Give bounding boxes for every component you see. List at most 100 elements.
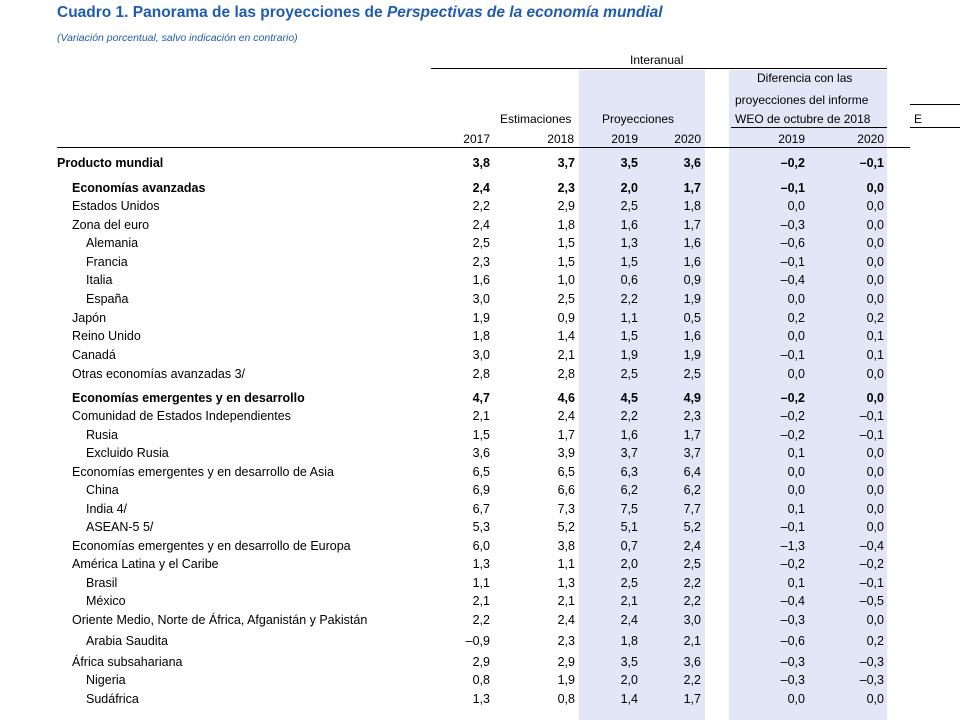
year-2019: 2019	[611, 132, 638, 146]
row-value: 0,0	[866, 181, 884, 195]
row-value: –0,5	[859, 594, 884, 608]
row-value: 2,2	[683, 576, 701, 590]
table-row: Economías emergentes y en desarrollo de …	[0, 463, 960, 481]
row-value: –0,1	[780, 520, 805, 534]
row-value: 0,0	[866, 520, 884, 534]
row-value: 0,0	[866, 273, 884, 287]
row-value: 0,7	[620, 539, 638, 553]
table-row: Comunidad de Estados Independientes 2,1 2,…	[0, 407, 960, 425]
row-value: 3,8	[557, 539, 575, 553]
row-value: 1,9	[557, 673, 575, 687]
row-value: 1,6	[472, 273, 490, 287]
row-value: –1,3	[780, 539, 805, 553]
row-value: 1,5	[557, 236, 575, 250]
row-value: –0,9	[465, 634, 490, 648]
row-value: 2,3	[472, 255, 490, 269]
table-subtitle: (Variación porcentual, salvo indicación …	[57, 32, 298, 44]
row-value: –0,2	[780, 156, 805, 170]
row-value: 1,9	[683, 348, 701, 362]
row-value: –0,2	[780, 409, 805, 423]
row-value: 2,1	[683, 634, 701, 648]
row-value: 2,8	[557, 367, 575, 381]
row-value: 3,7	[683, 446, 701, 460]
row-value: 6,5	[557, 465, 575, 479]
row-value: 1,5	[620, 255, 638, 269]
row-label: Economías emergentes y en desarrollo de …	[72, 539, 351, 553]
table-row: América Latina y el Caribe 1,3 1,1 2,0 2,5 –0…	[0, 555, 960, 573]
row-label: América Latina y el Caribe	[72, 557, 219, 571]
row-value: 2,3	[557, 181, 575, 195]
table-row: Estados Unidos 2,2 2,9 2,5 1,8 0,0 0,0	[0, 197, 960, 215]
row-value: 5,1	[620, 520, 638, 534]
table-row: Oriente Medio, Norte de África, Afganist…	[0, 611, 960, 629]
row-value: 0,0	[866, 292, 884, 306]
row-value: 3,5	[620, 156, 638, 170]
row-value: 2,2	[683, 673, 701, 687]
header-diferencia-line1: Diferencia con las	[757, 71, 853, 85]
table-row: Zona del euro 2,4 1,8 1,6 1,7 –0,3 0,0	[0, 216, 960, 234]
row-value: 0,0	[866, 613, 884, 627]
row-value: –0,1	[859, 409, 884, 423]
row-value: 6,0	[472, 539, 490, 553]
row-value: 5,3	[472, 520, 490, 534]
row-value: 2,5	[683, 557, 701, 571]
row-label: Oriente Medio, Norte de África, Afganist…	[72, 613, 368, 627]
row-value: 0,0	[787, 329, 805, 343]
row-label: Producto mundial	[57, 156, 164, 170]
row-value: 0,9	[557, 311, 575, 325]
difference-band	[729, 70, 887, 720]
row-label: Excluido Rusia	[86, 446, 169, 460]
row-value: 1,6	[683, 236, 701, 250]
row-value: 2,9	[472, 655, 490, 669]
row-value: 1,4	[620, 692, 638, 706]
row-value: 0,0	[866, 236, 884, 250]
row-value: 1,9	[683, 292, 701, 306]
row-value: 1,5	[472, 428, 490, 442]
row-value: 1,8	[683, 199, 701, 213]
row-value: 0,0	[866, 391, 884, 405]
table-row: México 2,1 2,1 2,1 2,2 –0,4 –0,5	[0, 592, 960, 610]
row-value: 2,4	[557, 613, 575, 627]
row-label: Nigeria	[86, 673, 126, 687]
table-row: Excluido Rusia 3,6 3,9 3,7 3,7 0,1 0,0	[0, 444, 960, 462]
row-label: Zona del euro	[72, 218, 150, 232]
header-estimaciones: Estimaciones	[500, 112, 572, 126]
table-row: Reino Unido 1,8 1,4 1,5 1,6 0,0 0,1	[0, 327, 960, 345]
row-value: 0,5	[683, 311, 701, 325]
row-label: África subsahariana	[72, 655, 183, 669]
year-2018: 2018	[547, 132, 574, 146]
row-value: 1,7	[683, 181, 701, 195]
row-value: 3,0	[472, 292, 490, 306]
row-value: 1,8	[620, 634, 638, 648]
row-label: Arabia Saudita	[86, 634, 169, 648]
row-value: 2,2	[620, 292, 638, 306]
row-value: –0,2	[780, 428, 805, 442]
year-2017: 2017	[463, 132, 490, 146]
table-row: Economías emergentes y en desarrollo 4,7 4…	[0, 389, 960, 407]
row-label: China	[86, 483, 119, 497]
row-value: –0,6	[780, 634, 805, 648]
table-row: Alemania 2,5 1,5 1,3 1,6 –0,6 0,0	[0, 234, 960, 252]
table-row: Economías avanzadas 2,4 2,3 2,0 1,7 –0,1 0,0	[0, 179, 960, 197]
row-value: 1,6	[620, 218, 638, 232]
row-label: India 4/	[86, 502, 128, 516]
table-row: Italia 1,6 1,0 0,6 0,9 –0,4 0,0	[0, 271, 960, 289]
row-value: 2,9	[557, 199, 575, 213]
row-value: –0,2	[780, 557, 805, 571]
row-label: Otras economías avanzadas 3/	[72, 367, 246, 381]
row-value: –0,1	[780, 348, 805, 362]
row-value: –0,4	[780, 273, 805, 287]
row-value: 6,4	[683, 465, 701, 479]
row-value: 1,3	[557, 576, 575, 590]
row-value: 2,2	[683, 594, 701, 608]
row-value: 0,0	[787, 367, 805, 381]
row-value: 0,0	[787, 483, 805, 497]
row-label: Brasil	[86, 576, 118, 590]
row-value: 2,4	[557, 409, 575, 423]
row-value: 6,5	[472, 465, 490, 479]
row-value: 3,0	[683, 613, 701, 627]
header-rule-cut-lower	[910, 127, 960, 128]
row-value: 1,0	[557, 273, 575, 287]
table-row: India 4/6,7 7,3 7,5 7,7 0,1 0,0	[0, 500, 960, 518]
table-row: Nigeria 0,8 1,9 2,0 2,2 –0,3 –0,3	[0, 671, 960, 689]
